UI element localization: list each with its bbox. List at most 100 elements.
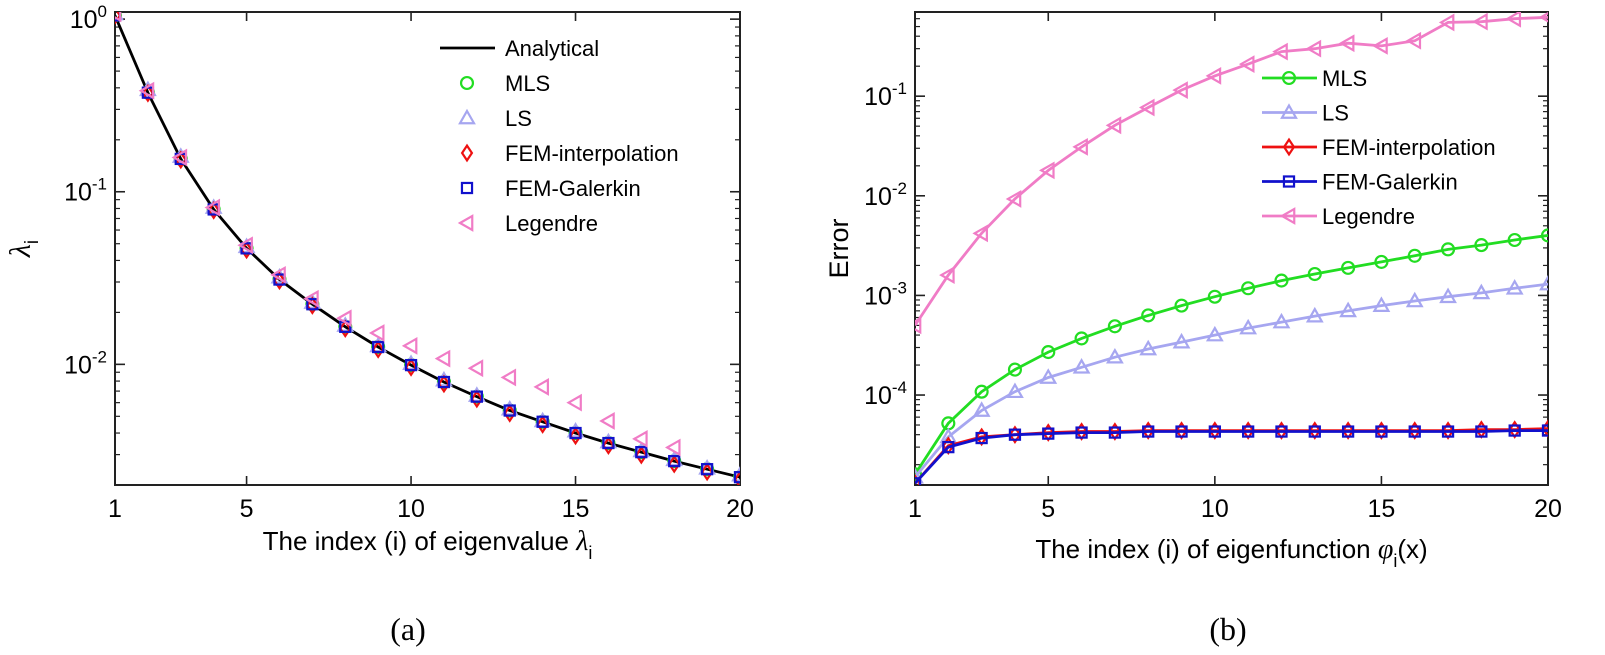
data-point [1508,420,1521,439]
data-point [1507,232,1522,248]
data-point [138,81,155,100]
data-point [1107,319,1122,334]
data-point [368,324,385,342]
data-point [635,446,648,459]
y-tick-base: 10 [70,6,98,34]
x-label-symbol: φ [1378,534,1394,565]
data-point [1174,298,1189,313]
data-point [1272,312,1291,329]
data-point [1341,260,1356,275]
data-point [1407,248,1422,263]
legend-label: LS [1322,101,1349,126]
data-point [1305,306,1324,323]
y-tick-base: 10 [64,351,92,379]
x-axis-label: The index (i) of eigenvalue λi [263,526,593,563]
data-point [1008,425,1022,445]
data-point [1141,421,1155,440]
data-point [536,415,549,434]
x-tick-label: 10 [1201,495,1229,523]
data-point [1475,425,1488,438]
y-tick-base: 10 [64,179,92,207]
chart-a: 1 5 10 15 2010-210-1100AnalyticalMLSLSFEM-in… [4,2,754,647]
data-point [1374,254,1389,269]
x-label-subscript: i [588,543,592,563]
data-point [204,198,221,217]
data-point [533,378,549,396]
data-point [402,354,420,370]
y-tick-label: 10-2 [64,347,107,379]
legend-item: LS [458,106,532,131]
data-point [566,421,585,438]
data-point [1408,421,1421,440]
legend-label: Legendre [505,211,598,236]
data-point [1041,345,1056,360]
data-point [1039,161,1055,180]
y-tick-exponent: -2 [892,179,907,198]
axes-box [114,11,741,486]
data-point [664,438,681,457]
data-point [731,465,740,482]
plot-area [915,12,1548,485]
data-point [1308,421,1322,440]
y-tick-base: 10 [864,282,892,310]
data-point [1272,42,1288,61]
data-point [270,265,286,284]
legend-swatch-marker [458,108,476,125]
data-point [306,296,319,315]
data-point [1472,283,1491,300]
series-line [915,282,1548,478]
data-point [1375,425,1388,438]
data-point [1241,281,1256,296]
data-point [503,404,516,417]
legend-item: MLS [1262,66,1367,91]
data-point [1505,279,1524,295]
legend-label: MLS [505,71,550,96]
data-point [434,349,451,368]
legend-swatch-marker [459,75,475,91]
x-tick-label: 5 [240,495,254,523]
data-point [437,374,451,394]
x-axis-label: The index (i) of eigenfunction φi(x) [1035,534,1427,571]
legend-item: FEM-interpolation [460,141,679,166]
legend-item: FEM-interpolation [1262,135,1496,160]
data-point [700,463,714,476]
x-label-symbol: λ [575,526,588,557]
data-point [667,454,681,474]
x-tick-label: 15 [562,495,590,523]
legend-swatch-marker [1279,207,1296,225]
data-point [1508,424,1521,437]
data-point [1275,425,1288,438]
data-point [1439,287,1457,304]
x-tick-label: 20 [726,495,754,523]
data-point [1341,421,1355,440]
series-fem-interpolation [115,12,740,485]
data-point [1541,424,1548,437]
legend: MLS LS FEM-interpolation FEM-Galerkin Legend… [1262,66,1496,229]
data-point [665,450,684,467]
data-point [1172,81,1188,100]
data-point [1042,423,1055,442]
y-axis-label: λi [4,240,43,258]
data-point [339,319,352,338]
y-tick-label: 10-2 [864,179,907,211]
legend-item: Legendre [1262,204,1415,229]
data-point [437,375,451,389]
data-point [975,431,988,445]
legend-swatch-marker [1282,175,1296,188]
data-point [915,477,922,485]
data-point [470,390,483,403]
y-tick-label: 10-4 [864,378,907,410]
data-point [1074,331,1089,346]
data-point [435,370,453,387]
legend-item: Legendre [457,211,598,236]
x-label-suffix: (x) [1397,534,1427,564]
x-tick-label: 20 [1534,495,1562,523]
y-tick-label: 100 [70,2,107,34]
data-point [1308,425,1321,438]
data-point [1205,325,1224,342]
data-point [1241,421,1255,440]
data-point [1274,273,1289,288]
data-point [536,415,549,428]
data-point [1505,12,1522,28]
